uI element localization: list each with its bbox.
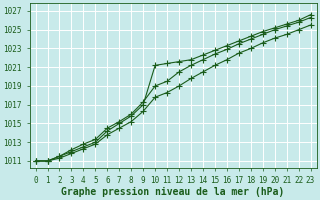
X-axis label: Graphe pression niveau de la mer (hPa): Graphe pression niveau de la mer (hPa) xyxy=(61,186,285,197)
